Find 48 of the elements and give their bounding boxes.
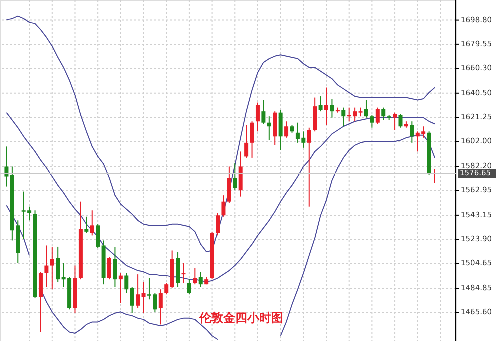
candlestick — [44, 245, 49, 288]
candlestick — [136, 274, 140, 309]
candlestick — [410, 121, 414, 144]
candlestick — [313, 97, 318, 132]
candlestick — [164, 282, 169, 296]
candlestick — [364, 100, 368, 118]
candlestick — [393, 112, 398, 131]
candlestick — [307, 127, 312, 208]
candlestick — [376, 107, 380, 125]
candlestick — [318, 96, 323, 112]
candlestick — [256, 102, 260, 132]
candlestick — [4, 146, 9, 188]
candlestick — [342, 107, 346, 128]
candlestick — [158, 289, 163, 326]
candlestick — [267, 116, 272, 141]
candlestick — [250, 121, 254, 158]
candlestick — [84, 216, 89, 234]
candlestick — [370, 114, 374, 128]
line-series — [6, 16, 436, 252]
candlestick — [118, 272, 123, 304]
candlestick — [90, 210, 94, 236]
candlestick — [193, 268, 198, 286]
candlestick — [124, 272, 129, 294]
candlestick — [398, 114, 403, 128]
candlestick — [262, 100, 266, 125]
candlestick — [108, 256, 112, 280]
candlestick — [56, 246, 60, 283]
candlestick — [244, 124, 249, 158]
candlestick — [233, 162, 238, 192]
candlestick — [113, 246, 118, 288]
candlestick — [222, 195, 226, 218]
candlestick — [187, 279, 192, 296]
candlestick — [96, 224, 100, 249]
annotation: 伦敦金四小时图 — [198, 311, 284, 325]
candlestick — [227, 166, 232, 204]
candlestick — [38, 272, 43, 333]
candlestick — [50, 246, 54, 290]
candlestick — [273, 111, 278, 146]
candlestick — [382, 107, 386, 121]
candlestick — [324, 87, 329, 126]
candlestick — [330, 98, 334, 118]
candlestick — [284, 121, 289, 138]
candlestick — [238, 151, 243, 198]
candlestick — [142, 282, 146, 314]
candlestick — [130, 286, 134, 314]
candlestick — [216, 212, 220, 236]
candlestick — [198, 272, 203, 288]
candlestick — [278, 110, 283, 151]
